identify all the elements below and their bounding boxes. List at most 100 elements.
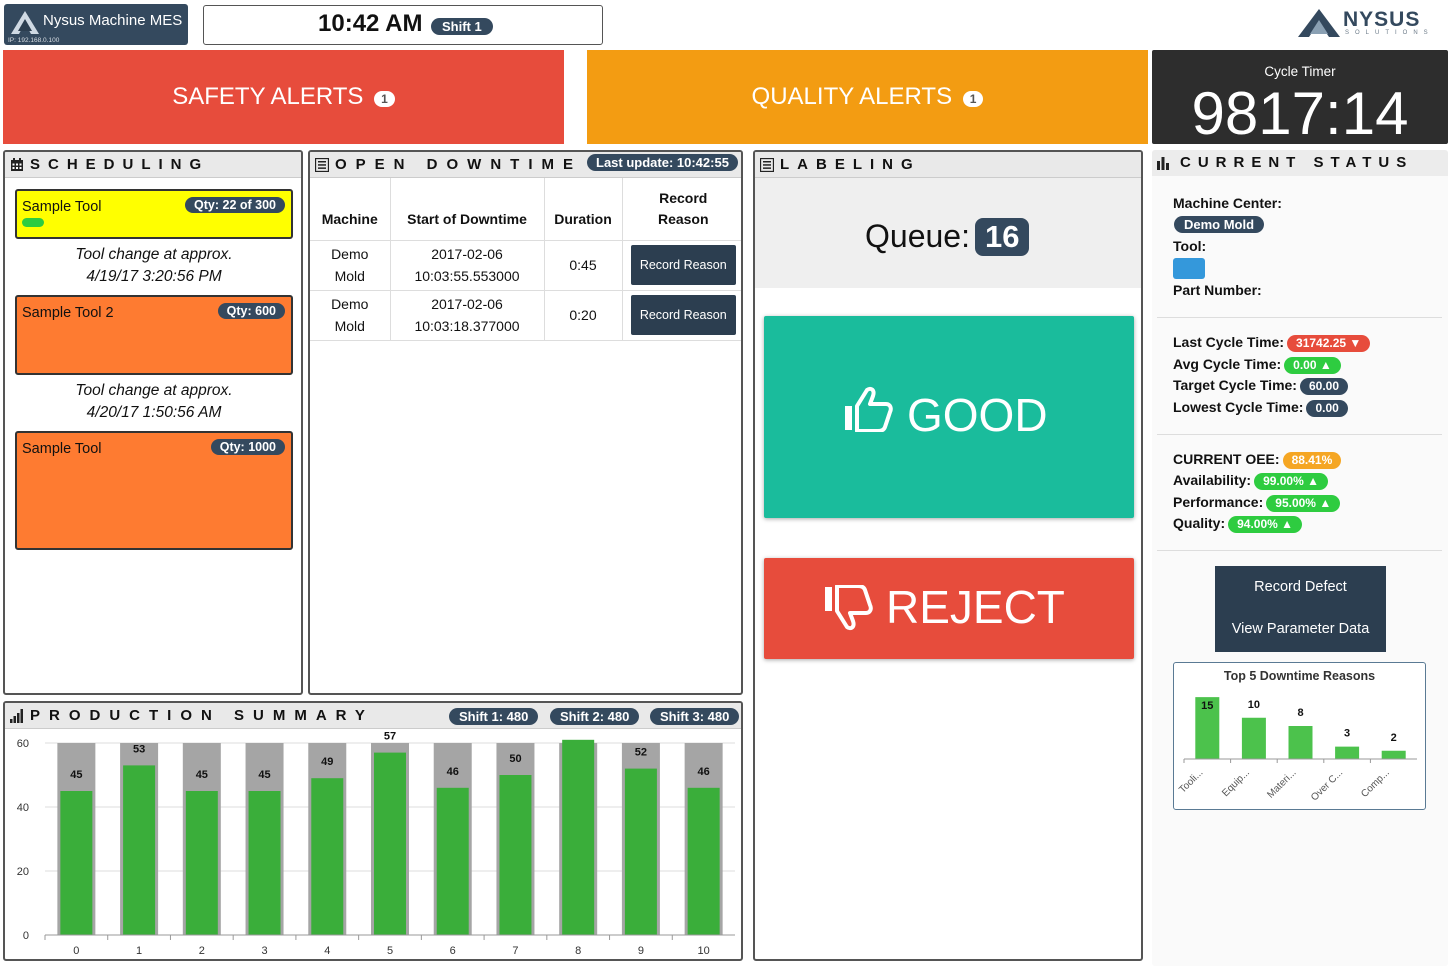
x-tick-label: 3 (261, 945, 267, 957)
app-name: Nysus Machine MES (43, 12, 183, 29)
data-label: 46 (447, 766, 459, 778)
cell-duration: 0:20 (544, 290, 623, 341)
quality-alerts-count: 1 (962, 90, 984, 107)
cell-machine: Demo Mold (310, 240, 391, 291)
performance-value: 95.00% ▲ (1266, 495, 1341, 512)
table-row: Demo Mold 2017-02-06 10:03:55.553000 0:45 … (310, 240, 741, 291)
current-status-header: CURRENT STATUS (1152, 150, 1448, 176)
table-row: Demo Mold 2017-02-06 10:03:18.377000 0:20 … (310, 290, 741, 341)
calendar-icon (11, 158, 23, 171)
app-menu-button[interactable]: Nysus Machine MES IP: 192.168.0.100 (4, 4, 188, 45)
record-reason-button[interactable]: Record Reason (630, 245, 736, 285)
x-tick-label: 8 (575, 945, 581, 957)
performance-label: Performance: (1173, 494, 1264, 510)
cycle-timer: Cycle Timer 9817:14 (1152, 50, 1448, 146)
data-label: 61 (572, 729, 584, 730)
brand-name: NYSUS (1343, 8, 1421, 31)
shift-3-badge: Shift 3: 480 (650, 708, 740, 725)
x-tick-label: 7 (512, 945, 518, 957)
availability-value: 99.00% ▲ (1254, 473, 1328, 490)
safety-alerts-label: SAFETY ALERTS (172, 83, 364, 110)
quality-alerts-button[interactable]: QUALITY ALERTS 1 (587, 50, 1148, 144)
data-label: 10 (1248, 699, 1260, 711)
view-parameter-data-button[interactable]: View Parameter Data (1231, 621, 1370, 637)
bar (687, 787, 720, 935)
oee-label: CURRENT OEE: (1173, 451, 1280, 467)
shift-badge: Shift 1 (431, 18, 493, 35)
queue-count: 16 (975, 218, 1030, 256)
divider (1157, 434, 1442, 435)
last-update-badge: Last update: 10:42:55 (587, 154, 738, 171)
production-summary-header: PRODUCTION SUMMARY Shift 1: 480 Shift 2:… (5, 703, 741, 729)
availability-label: Availability: (1173, 472, 1252, 488)
tool-label: Tool: (1173, 238, 1207, 254)
tool-name: Sample Tool (22, 441, 102, 457)
divider (1157, 550, 1442, 551)
production-chart: 0 20 40 60 45 0 53 1 45 2 45 3 49 4 57 5 46 6 50 7 61 8 52 9 46 1… (17, 729, 735, 957)
col-duration: Duration (544, 178, 623, 241)
bar (123, 765, 156, 935)
thumbs-up-icon: ▲ (1281, 517, 1294, 531)
target-cycle-value: 60.00 (1299, 378, 1349, 395)
bar (60, 791, 93, 935)
data-label: 45 (258, 769, 270, 781)
tool-card-current[interactable]: Sample Tool Qty: 22 of 300 (15, 189, 293, 239)
bar (499, 775, 532, 935)
data-label: 2 (1391, 732, 1397, 744)
tool-color-swatch (1173, 258, 1205, 279)
x-tick-label: 5 (387, 945, 393, 957)
bar (1241, 717, 1266, 759)
bar (436, 787, 469, 935)
top-downtime-reasons-chart: Top 5 Downtime Reasons 15 Tooli... 10 Equip… (1173, 662, 1426, 810)
part-number-label: Part Number: (1173, 282, 1262, 298)
current-status-title: CURRENT STATUS (1180, 154, 1414, 171)
bar (185, 791, 218, 935)
y-tick-label: 60 (17, 738, 29, 750)
bar (1335, 746, 1360, 759)
cycle-timer-label: Cycle Timer (1264, 64, 1336, 79)
reject-button[interactable]: REJECT (764, 558, 1134, 659)
cell-start: 2017-02-06 10:03:18.377000 (390, 290, 545, 341)
scheduling-title: SCHEDULING (30, 156, 210, 173)
record-reason-button[interactable]: Record Reason (630, 295, 736, 335)
tool-qty-badge: Qty: 600 (217, 303, 285, 319)
tool-qty-badge: Qty: 1000 (210, 439, 285, 455)
list-icon (760, 158, 774, 172)
tool-card-later[interactable]: Sample Tool Qty: 1000 (15, 431, 293, 550)
tool-card-next[interactable]: Sample Tool 2 Qty: 600 (15, 295, 293, 375)
record-defect-button[interactable]: Record Defect (1254, 579, 1347, 595)
cell-action: Record Reason (622, 240, 741, 291)
reject-label: REJECT (886, 581, 1065, 633)
tool-change-note: Tool change at approx. 4/19/17 3:20:56 P… (5, 244, 301, 288)
shift-2-badge: Shift 2: 480 (550, 708, 640, 725)
tool-change-time: 4/19/17 3:20:56 PM (86, 268, 222, 285)
target-cycle-label: Target Cycle Time: (1173, 377, 1297, 393)
signal-bars-icon (10, 709, 23, 723)
good-button[interactable]: GOOD (764, 316, 1134, 518)
cell-start: 2017-02-06 10:03:55.553000 (390, 240, 545, 291)
bar (624, 768, 657, 935)
y-tick-label: 0 (23, 930, 29, 942)
lowest-cycle-label: Lowest Cycle Time: (1173, 399, 1304, 415)
bar (311, 778, 344, 935)
safety-alerts-count: 1 (374, 90, 395, 107)
x-tick-label: Comp... (1359, 767, 1392, 800)
bar (562, 739, 595, 935)
thumbs-up-icon: ▲ (1319, 496, 1332, 510)
data-label: 15 (1201, 700, 1213, 712)
brand-logo: NYSUS SOLUTIONS (1297, 6, 1437, 40)
x-tick-label: 9 (638, 945, 644, 957)
action-menu: Record Defect View Parameter Data (1215, 566, 1386, 652)
open-downtime-header: OPEN DOWNTIME Last update: 10:42:55 (310, 152, 741, 178)
x-tick-label: 6 (450, 945, 456, 957)
labeling-panel: LABELING Queue: 16 GOOD REJECT (753, 150, 1143, 961)
x-tick-label: Tooli... (1177, 767, 1205, 795)
y-tick-label: 40 (17, 802, 29, 814)
safety-alerts-button[interactable]: SAFETY ALERTS 1 (3, 50, 564, 144)
machine-center-label: Machine Center: (1173, 195, 1282, 211)
tool-change-text: Tool change at approx. (75, 246, 233, 263)
avg-cycle-label: Avg Cycle Time: (1173, 356, 1282, 372)
x-tick-label: 0 (73, 945, 79, 957)
tool-progress-bar (22, 218, 44, 227)
downtime-table: Machine Start of Downtime Duration Recor… (310, 178, 741, 341)
